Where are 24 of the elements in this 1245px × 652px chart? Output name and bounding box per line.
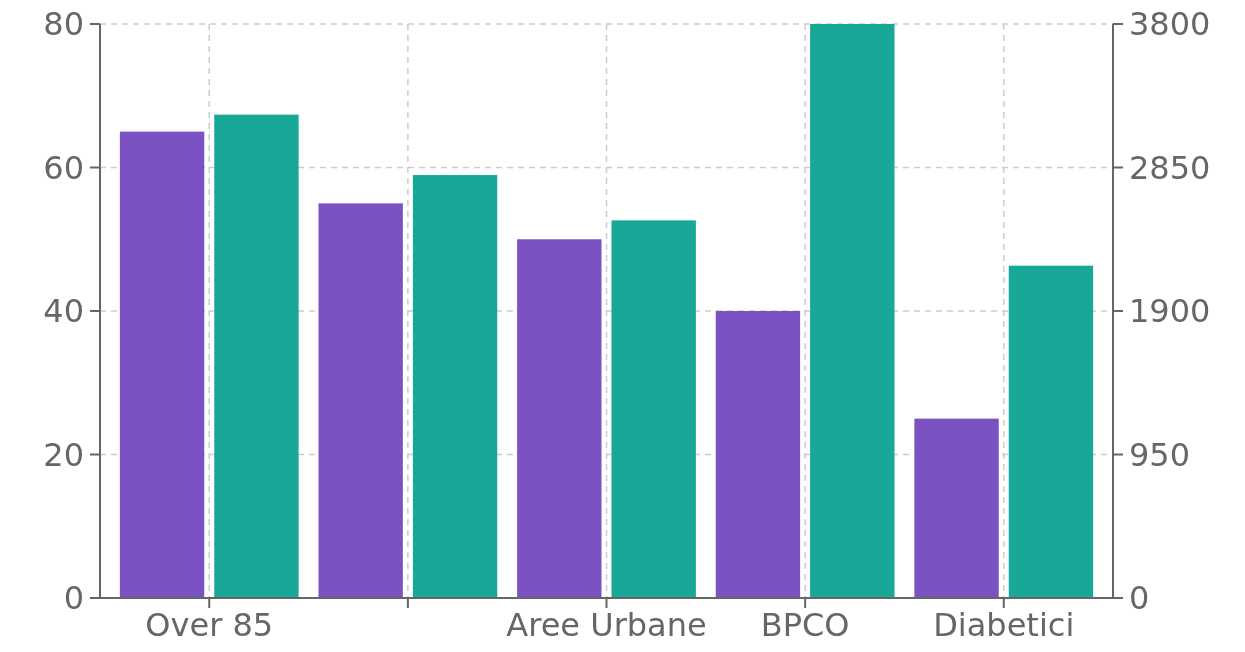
y2-tick-label: 2850	[1129, 148, 1211, 187]
bar	[412, 175, 498, 598]
bar	[119, 131, 205, 598]
y2-tick-label: 950	[1129, 435, 1191, 474]
y2-tick-label: 3800	[1129, 5, 1211, 44]
x-tick-label: Diabetici	[933, 606, 1075, 644]
y-tick-label: 40	[43, 292, 84, 331]
bar	[517, 239, 602, 598]
y-tick-label: 20	[43, 435, 84, 474]
y-tick-label: 0	[63, 579, 84, 618]
bar	[611, 220, 696, 598]
bar	[810, 24, 895, 598]
bar	[214, 114, 299, 598]
bar	[914, 418, 999, 598]
y2-tick-label: 0	[1129, 579, 1150, 618]
x-tick-label: Aree Urbane	[506, 606, 707, 644]
bar	[715, 311, 801, 598]
x-tick-label: Over 85	[145, 606, 274, 644]
bar	[1008, 265, 1094, 598]
y-tick-label: 80	[43, 5, 84, 44]
x-tick-label: BPCO	[760, 606, 850, 644]
y2-tick-label: 1900	[1129, 292, 1211, 331]
y-tick-label: 60	[43, 148, 84, 187]
bar	[318, 203, 403, 598]
